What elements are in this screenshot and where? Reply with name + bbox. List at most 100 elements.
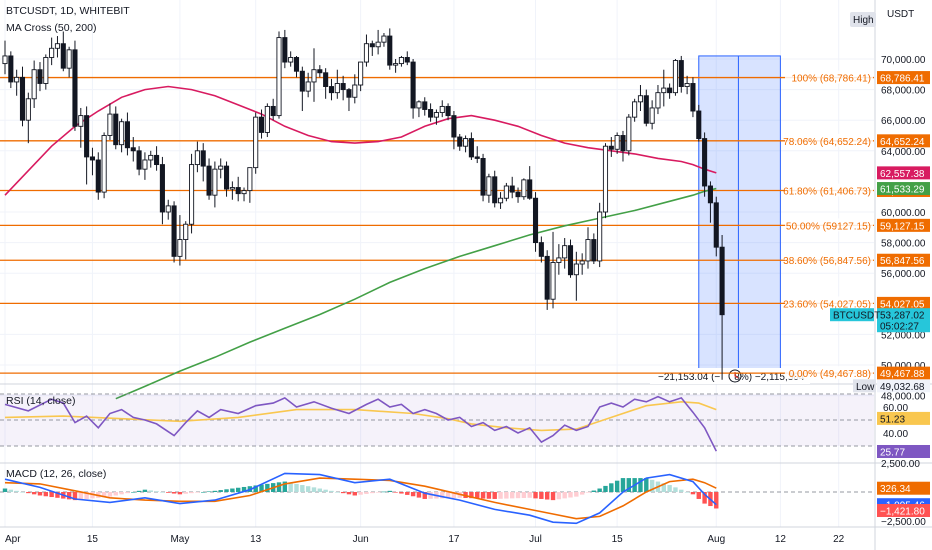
macd-hist-bar-100 [585, 492, 591, 493]
candle-body-57 [334, 83, 340, 94]
candle-body-5 [31, 69, 37, 100]
macd-hist-bar-4 [26, 492, 31, 494]
macd-hist-bar-84 [492, 492, 497, 499]
macd-hist-bar-44 [259, 484, 264, 492]
fib-price-tag-6: 49,467.88 [880, 369, 925, 380]
macd-hist-bar-29 [171, 492, 177, 494]
macd-hist-bar-116 [679, 489, 684, 492]
time-axis[interactable]: Apr 15 May 13 Jun 17 Jul 15 Aug 12 22 [5, 534, 845, 545]
macd-hist-bar-107 [626, 478, 632, 492]
macd-tick-0: 2,500.00 [881, 459, 920, 470]
candle-body-119 [696, 110, 702, 140]
candles [2, 28, 725, 380]
candle-body-24 [142, 159, 148, 170]
fib-label-bg-0 [785, 70, 873, 84]
candle-body-89 [521, 179, 527, 198]
macd-hist-bar-89 [521, 492, 527, 498]
candle-body-70 [410, 61, 416, 109]
candle-body-85 [498, 197, 504, 204]
rsi-value-tag: 25.77 [880, 447, 905, 458]
fib-label-4: 38.60% (56,847.56) [783, 256, 871, 267]
time-label-5: 17 [448, 534, 460, 545]
candle-body-6 [37, 69, 43, 84]
macd-hist-bar-91 [533, 492, 538, 499]
candle-body-101 [591, 239, 597, 262]
macd-hist-bar-45 [265, 483, 270, 492]
time-label-8: Aug [707, 534, 725, 545]
fib-price-tag-4: 56,847.56 [880, 256, 925, 267]
fib-label-5: 23.60% (54,027.05) [783, 299, 871, 310]
time-label-0: Apr [5, 534, 21, 545]
macd-hist-bar-69 [405, 492, 410, 495]
candle-body-66 [387, 35, 393, 66]
ma200-line [115, 187, 717, 400]
candle-body-115 [672, 60, 678, 94]
macd-hist-bar-120 [702, 492, 707, 504]
fib-price-tag-3: 59,127.15 [880, 221, 925, 232]
fib-label-bg-6 [785, 366, 873, 380]
ma200-price-tag: 61,533.29 [880, 185, 925, 196]
candle-body-102 [597, 211, 603, 262]
macd-hist-bar-65 [381, 491, 387, 493]
ma-cross-legend[interactable]: MA Cross (50, 200) [6, 22, 96, 34]
macd-tick-1: −2,500.00 [881, 517, 926, 528]
macd-hist-bar-81 [475, 492, 480, 499]
macd-hist-bar-37 [218, 490, 223, 492]
macd-hist-bar-72 [422, 492, 427, 499]
fib-label-bg-5 [785, 296, 873, 310]
price-axis[interactable]: 70,000.00 68,000.00 66,000.00 64,000.00 60,0… [830, 55, 930, 528]
candle-body-64 [375, 41, 381, 48]
candle-body-30 [177, 239, 183, 257]
fib-price-tag-1: 64,652.24 [880, 137, 925, 148]
symbol-name-tag: BTCUSDT [833, 311, 880, 322]
macd-hist-bar-93 [544, 492, 550, 500]
time-label-3: 13 [250, 534, 262, 545]
candle-body-100 [585, 239, 591, 262]
price-tick-0: 70,000.00 [881, 55, 926, 66]
low-badge: Low [856, 382, 875, 393]
candle-body-41 [241, 190, 247, 195]
macd-hist-bar-60 [352, 492, 357, 496]
macd-hist-bar-14 [84, 492, 89, 499]
rsi-ma-tag-bg [877, 411, 930, 425]
macd-hist-bar-113 [661, 483, 666, 492]
candle-body-48 [282, 37, 288, 63]
macd-hist-bar-43 [253, 485, 258, 492]
macd-hist-bar-11 [66, 492, 72, 500]
candle-body-91 [532, 197, 539, 244]
fib-levels[interactable]: 100% (68,786.41) 78.06% (64,652.24) 61.80%… [0, 70, 874, 381]
candle-body-81 [474, 156, 480, 159]
macd-legend[interactable]: MACD (12, 26, close) [6, 468, 106, 480]
candle-body-67 [393, 63, 399, 66]
rsi-ma-path [4, 400, 717, 432]
rsi-legend[interactable]: RSI (14, close) [6, 395, 75, 407]
candle-body-15 [89, 156, 95, 161]
macd-hist-bar-75 [440, 492, 445, 499]
measure-label-left: −21,153.04 (− [658, 372, 720, 383]
price-tick-6: 56,000.00 [881, 269, 926, 280]
candle-body-35 [206, 165, 212, 196]
candle-body-56 [328, 86, 335, 94]
candle-body-113 [661, 87, 667, 94]
macd-hist-bar-115 [673, 487, 678, 492]
macd-hist-bar-114 [667, 485, 672, 492]
candle-body-49 [288, 57, 294, 63]
rsi-value-tag-bg [877, 444, 930, 458]
fib-price-tag-5-bg [877, 296, 930, 310]
symbol-legend[interactable]: BTCUSDT, 1D, WHITEBIT [6, 5, 130, 17]
macd-hist-bar-22 [131, 492, 136, 493]
fib-price-tag-5: 54,027.05 [880, 299, 925, 310]
candle-body-54 [317, 69, 323, 74]
measure-box[interactable]: −21,153.04 (− 8%) −2,115,304 [650, 55, 810, 384]
candle-body-103 [602, 145, 609, 213]
ma50-price-tag-bg [877, 166, 930, 180]
macd-hist-bar-1 [8, 489, 14, 492]
macd-hist-bar-50 [294, 483, 299, 492]
fib-label-bg-4 [785, 253, 873, 267]
macd-line-path [4, 472, 717, 525]
rsi-path [4, 395, 718, 452]
candle-body-21 [124, 121, 130, 149]
macd-hist-bar-119 [696, 492, 701, 499]
macd-hist-bar-103 [603, 485, 608, 492]
